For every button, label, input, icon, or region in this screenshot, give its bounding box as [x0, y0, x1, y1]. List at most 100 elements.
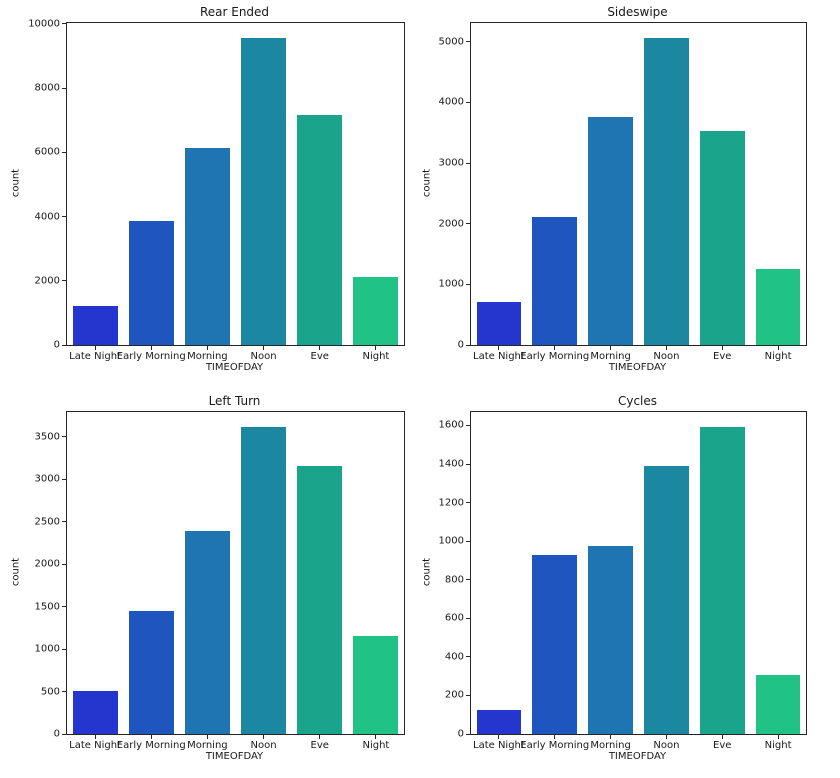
y-tick-mark	[466, 579, 470, 581]
x-tick-label-night: Night	[764, 740, 792, 751]
y-tick-label: 800	[444, 574, 464, 586]
y-axis-label: count	[421, 168, 433, 198]
y-tick-label: 0	[457, 728, 464, 740]
y-tick-label: 1000	[438, 535, 464, 547]
y-tick-label: 0	[457, 339, 464, 351]
bar-late-night	[72, 305, 118, 345]
x-axis-label: TIMEOFDAY	[608, 751, 667, 762]
bar-noon	[644, 466, 689, 734]
y-tick-label: 4000	[438, 96, 464, 108]
x-tick-label-early-morning: Early Morning	[116, 351, 186, 362]
y-tick-mark	[62, 606, 66, 608]
y-tick-mark	[62, 87, 66, 89]
x-tick-mark	[498, 346, 500, 350]
bar-morning	[588, 546, 633, 734]
x-tick-mark	[498, 735, 500, 739]
y-tick-mark	[466, 733, 470, 735]
x-tick-mark	[150, 346, 152, 350]
y-tick-label: 1600	[438, 419, 464, 431]
y-tick-label: 10000	[28, 18, 60, 30]
bar-eve	[699, 130, 745, 345]
y-tick-mark	[62, 151, 66, 153]
y-axis-label: count	[10, 168, 22, 198]
y-tick-label: 500	[40, 686, 60, 698]
plot-area: 0 200 400 600 800 1000 1200 1400 1600 Late Night E…	[439, 411, 807, 751]
x-tick-mark	[721, 346, 723, 350]
x-tick-mark	[319, 735, 321, 739]
x-tick-label-night: Night	[764, 351, 792, 362]
bar-noon	[241, 427, 287, 734]
chart-title: Sideswipe	[607, 5, 668, 19]
y-tick-label: 3000	[34, 473, 60, 485]
x-tick-mark	[206, 346, 208, 350]
x-tick-label-eve: Eve	[310, 351, 329, 362]
y-tick-label: 400	[444, 651, 464, 663]
bar-night	[353, 636, 399, 734]
bar-morning	[184, 530, 230, 734]
y-tick-mark	[466, 162, 470, 164]
x-tick-label-night: Night	[362, 351, 390, 362]
x-tick-mark	[263, 735, 265, 739]
x-tick-label-late-night: Late Night	[69, 740, 121, 751]
y-tick-mark	[62, 563, 66, 565]
x-tick-mark	[721, 735, 723, 739]
x-tick-label-night: Night	[362, 740, 390, 751]
bar-eve	[297, 465, 343, 734]
y-tick-mark	[466, 41, 470, 43]
x-tick-label-morning: Morning	[590, 351, 631, 362]
y-tick-label: 1000	[34, 643, 60, 655]
bar-noon	[241, 38, 287, 345]
x-tick-label-noon: Noon	[250, 740, 277, 751]
chart-title: Cycles	[617, 394, 658, 408]
y-tick-label: 1200	[438, 497, 464, 509]
chart-title: Rear Ended	[199, 5, 270, 19]
plot-area: 0 1000 2000 3000 4000 5000 Late Night Early Mor…	[439, 22, 807, 362]
x-tick-mark	[375, 735, 377, 739]
y-tick-label: 2500	[34, 516, 60, 528]
x-tick-label-eve: Eve	[310, 740, 329, 751]
y-tick-label: 600	[444, 612, 464, 624]
x-tick-label-late-night: Late Night	[472, 740, 525, 751]
x-tick-mark	[319, 346, 321, 350]
x-tick-mark	[665, 735, 667, 739]
x-tick-label-noon: Noon	[653, 740, 680, 751]
x-tick-label-morning: Morning	[187, 351, 228, 362]
y-tick-label: 6000	[34, 146, 60, 158]
bar-early-morning	[532, 554, 578, 734]
y-tick-label: 8000	[34, 82, 60, 94]
bar-noon	[644, 38, 689, 345]
x-tick-mark	[375, 346, 377, 350]
x-tick-label-late-night: Late Night	[472, 351, 525, 362]
bar-night	[755, 268, 801, 345]
y-tick-mark	[62, 344, 66, 346]
x-tick-mark	[610, 346, 612, 350]
y-tick-mark	[466, 223, 470, 225]
y-tick-label: 0	[53, 728, 60, 740]
y-tick-mark	[466, 344, 470, 346]
y-tick-label: 0	[53, 339, 60, 351]
x-tick-label-early-morning: Early Morning	[520, 740, 590, 751]
x-tick-mark	[610, 735, 612, 739]
x-axis-label: TIMEOFDAY	[205, 362, 264, 373]
y-axis-label: count	[10, 557, 22, 587]
y-tick-mark	[466, 101, 470, 103]
y-tick-mark	[466, 540, 470, 542]
y-tick-mark	[62, 521, 66, 523]
plot-area: 0 500 1000 1500 2000 2500 3000 3500 Late Night Ea…	[35, 411, 405, 751]
x-tick-label-morning: Morning	[590, 740, 631, 751]
x-axis-label: TIMEOFDAY	[608, 362, 667, 373]
bar-night	[353, 277, 399, 345]
bar-late-night	[476, 710, 522, 734]
bar-early-morning	[128, 610, 174, 734]
x-tick-label-early-morning: Early Morning	[116, 740, 186, 751]
y-tick-label: 4000	[34, 211, 60, 223]
y-tick-mark	[466, 463, 470, 465]
y-tick-mark	[62, 216, 66, 218]
y-tick-mark	[466, 694, 470, 696]
y-tick-label: 1000	[438, 278, 464, 290]
y-tick-mark	[466, 617, 470, 619]
y-tick-mark	[62, 733, 66, 735]
y-axis-label: count	[421, 557, 433, 587]
bar-morning	[184, 148, 230, 345]
